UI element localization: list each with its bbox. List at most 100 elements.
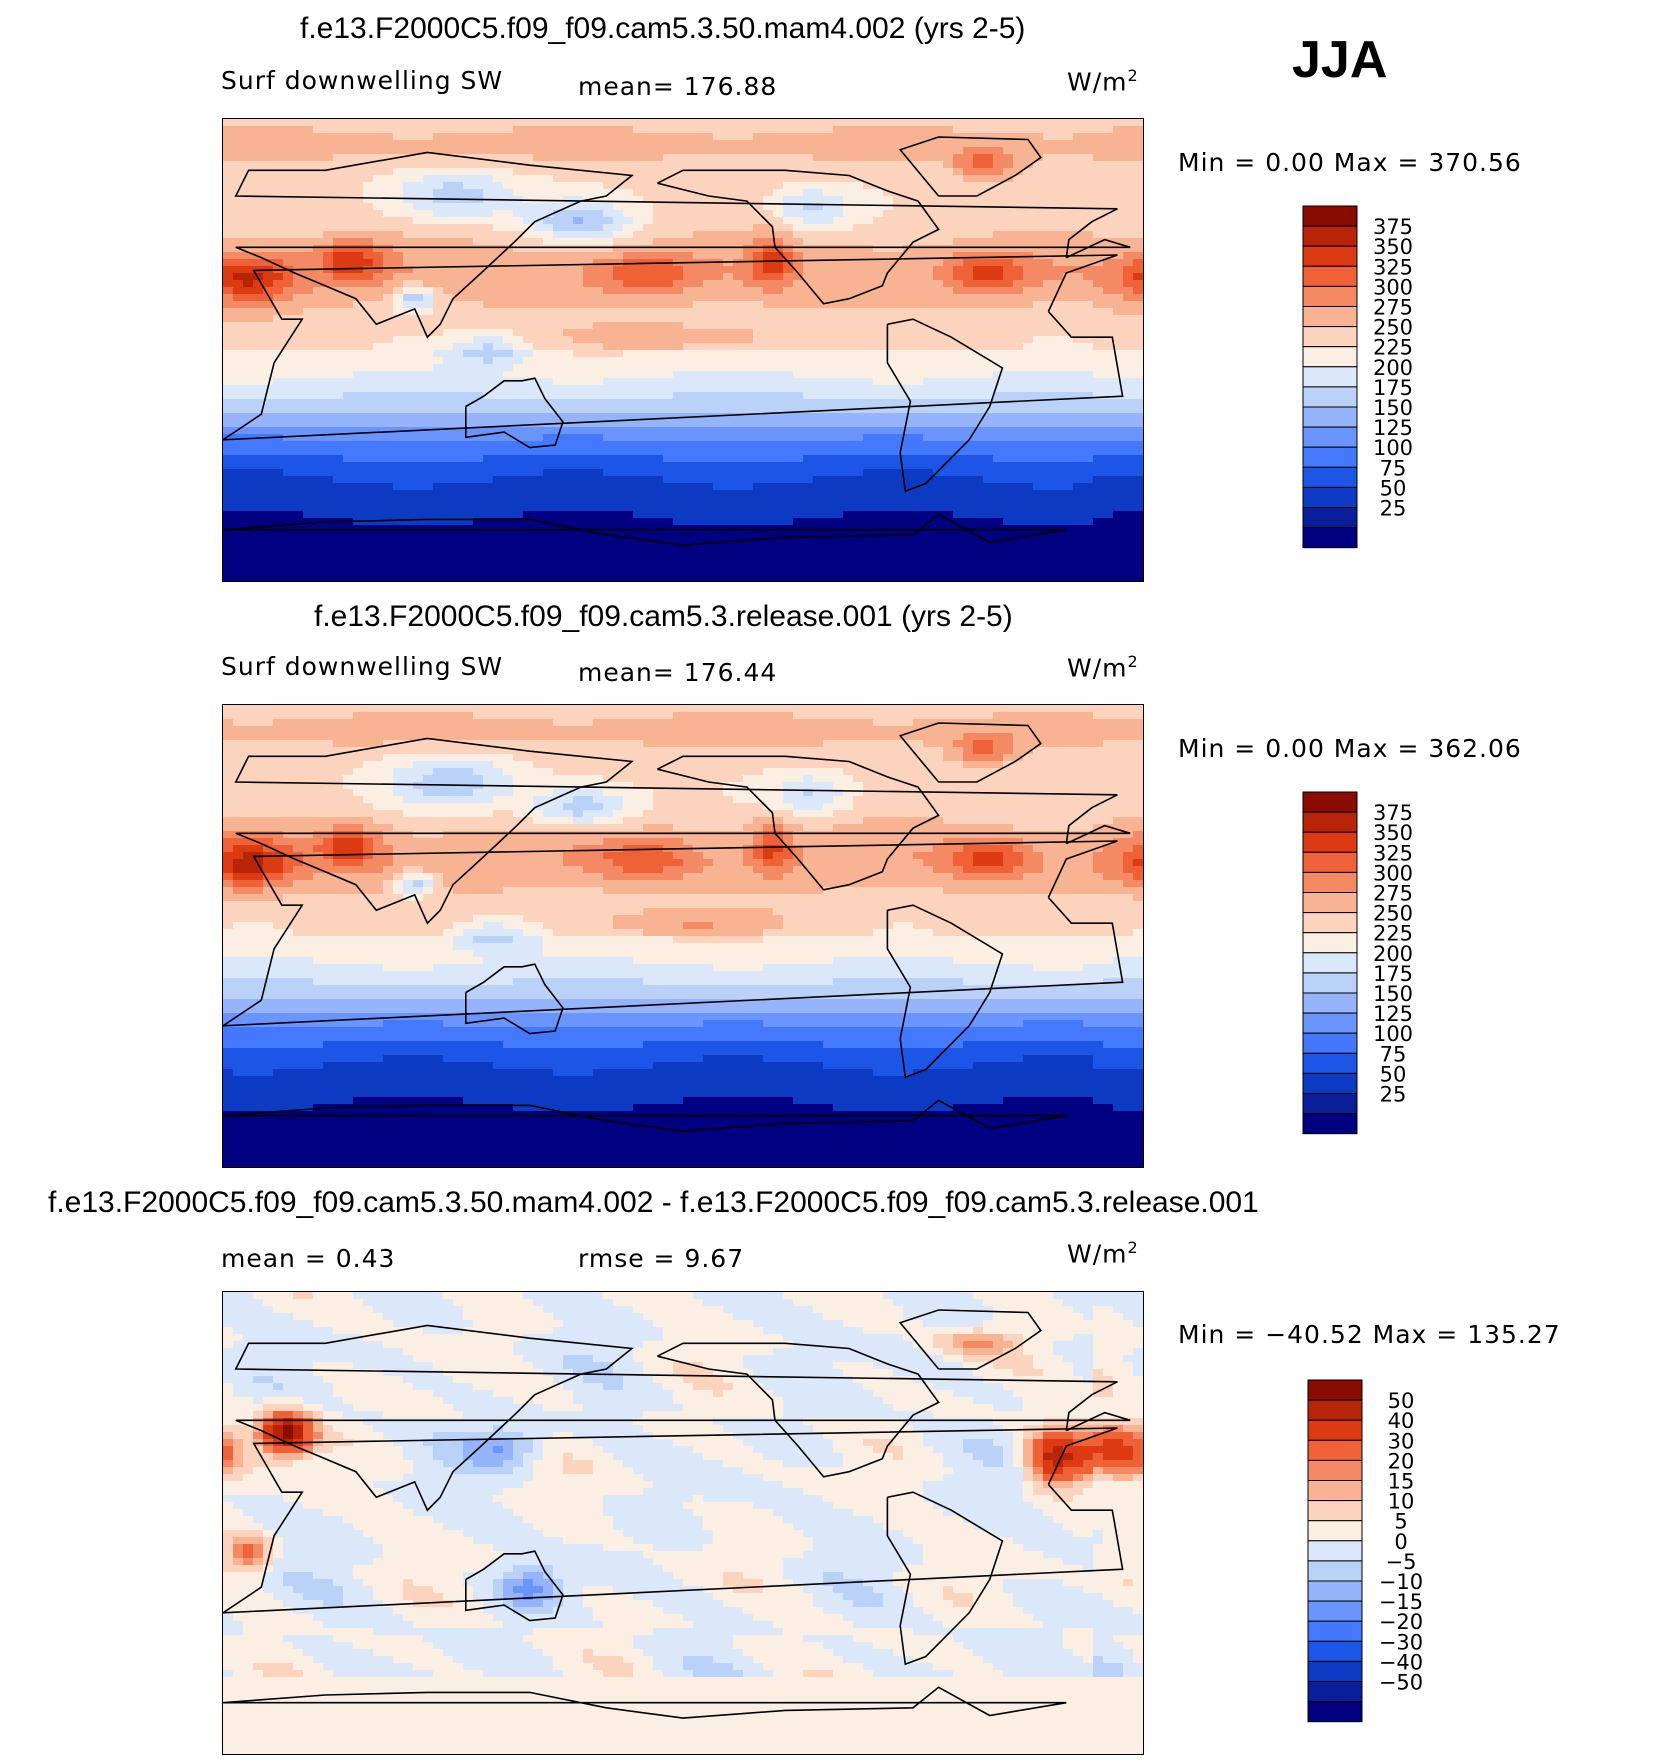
panel-2-colorbar-swatch (1302, 932, 1358, 954)
panel-3-rmse-label: rmse = 9.67 (578, 1244, 745, 1273)
panel-1-colorbar-swatch (1302, 527, 1358, 549)
panel-2-colorbar-swatch (1302, 811, 1358, 833)
panel-1-map (222, 118, 1144, 582)
panel-3-colorbar-swatch (1307, 1660, 1363, 1682)
panel-3-colorbar-tick-label: 10 (1388, 1490, 1415, 1514)
panel-1-colorbar-swatch (1302, 446, 1358, 468)
panel-3-map-field (223, 1292, 1143, 1754)
panel-3-colorbar-swatch (1307, 1520, 1363, 1542)
panel-3-colorbar-tick-label: 30 (1388, 1429, 1415, 1453)
panel-1-colorbar-tick-label: 25 (1380, 497, 1407, 521)
panel-3-map-coastline (234, 1324, 1131, 1512)
panel-3-map-coastline (898, 1309, 1042, 1370)
panel-3-colorbar-tick-label: 40 (1388, 1409, 1415, 1433)
panel-3-colorbar-swatch (1307, 1500, 1363, 1522)
panel-2-colorbar-tick-label: 75 (1380, 1042, 1407, 1066)
panel-2-colorbar-tick-label: 350 (1373, 821, 1413, 845)
panel-2-map-coastline (223, 1099, 1067, 1132)
panel-2-colorbar-swatch (1302, 952, 1358, 974)
panel-1-variable-label: Surf downwelling SW (221, 66, 504, 95)
panel-2-map-coastline (223, 840, 1124, 1027)
panel-2-units: W/m2 (1067, 652, 1139, 682)
panel-1-colorbar-swatch (1302, 205, 1358, 227)
panel-1-map-coastline (898, 136, 1042, 197)
panel-1-units-exp: 2 (1127, 66, 1139, 85)
panel-2-colorbar-tick-label: 200 (1373, 942, 1413, 966)
panel-2-colorbar-tick-label: 175 (1373, 962, 1413, 986)
panel-3-colorbar-tick-label: −20 (1379, 1610, 1423, 1634)
panel-3-colorbar-swatch (1307, 1701, 1363, 1723)
panel-2-colorbar-swatch (1302, 912, 1358, 934)
panel-3-colorbar-swatch (1307, 1419, 1363, 1441)
panel-3-map-coastline (886, 1491, 1004, 1666)
panel-2-colorbar-swatch (1302, 1012, 1358, 1034)
panel-3-colorbar-tick-label: −15 (1379, 1590, 1423, 1614)
panel-1-colorbar-tick-label: 75 (1380, 456, 1407, 480)
panel-2-mean-label: mean= 176.44 (578, 658, 778, 687)
panel-3-colorbar-swatch (1307, 1560, 1363, 1582)
panel-2-colorbar-swatch (1302, 992, 1358, 1014)
panel-1-colorbar-tick-label: 100 (1373, 436, 1413, 460)
panel-2-colorbar-tick-label: 125 (1373, 1002, 1413, 1026)
panel-1-colorbar-tick-label: 275 (1373, 296, 1413, 320)
panel-2-map-coastline (657, 755, 940, 891)
panel-3-map-coastline (223, 1686, 1067, 1719)
panel-3-colorbar-tick-label: 5 (1394, 1510, 1407, 1534)
panel-3-colorbar-swatch (1307, 1600, 1363, 1622)
panel-3-colorbar-tick-label: 0 (1394, 1530, 1407, 1554)
panel-2-map-coastlines (223, 722, 1131, 1132)
panel-1-colorbar-tick-label: 375 (1373, 215, 1413, 239)
panel-1-colorbar-swatch (1302, 245, 1358, 267)
panel-2-colorbar-tick-label: 275 (1373, 882, 1413, 906)
panel-2-colorbar-swatch (1302, 972, 1358, 994)
panel-2-colorbar-tick-label: 375 (1373, 801, 1413, 825)
panel-3-units: W/m2 (1067, 1238, 1139, 1268)
panel-2-colorbar-swatch (1302, 851, 1358, 873)
panel-3-colorbar: 50 40 30 20 15 10 5 0 −5 −10 −15 −20 −30 −40 −50 (1307, 1379, 1468, 1748)
panel-1-colorbar-swatch (1302, 285, 1358, 308)
panel-3-minmax: Min = −40.52 Max = 135.27 (1178, 1320, 1561, 1349)
panel-1-map-coastlines (223, 136, 1131, 546)
panel-1-colorbar-swatch (1302, 426, 1358, 448)
panel-2-colorbar-swatch (1302, 1032, 1358, 1054)
season-label: JJA (1292, 31, 1388, 89)
panel-3-title: f.e13.F2000C5.f09_f09.cam5.3.50.mam4.002… (48, 1186, 1259, 1219)
panel-3-mean-label: mean = 0.43 (221, 1244, 396, 1273)
panel-1-map-coastline (886, 318, 1004, 493)
panel-1-colorbar: 375 350 325 300 275 250 225 200 175 150 125 100 75 50… (1302, 205, 1463, 574)
panel-1-colorbar-swatch (1302, 366, 1358, 388)
panel-3-colorbar-tick-label: 50 (1388, 1389, 1415, 1413)
panel-1-minmax: Min = 0.00 Max = 370.56 (1178, 148, 1522, 177)
panel-1-colorbar-tick-label: 250 (1373, 316, 1413, 340)
panel-3-colorbar-tick-label: −10 (1379, 1570, 1423, 1594)
panel-1-mean-label: mean= 176.88 (578, 72, 778, 101)
panel-1-colorbar-tick-label: 150 (1373, 396, 1413, 420)
panel-2-minmax: Min = 0.00 Max = 362.06 (1178, 734, 1522, 763)
panel-1-colorbar-swatch (1302, 507, 1358, 529)
panel-2-map (222, 704, 1144, 1168)
panel-1-colorbar-swatch (1302, 386, 1358, 408)
panel-2-colorbar-tick-label: 25 (1380, 1083, 1407, 1107)
panel-2-colorbar-swatch (1302, 791, 1358, 813)
panel-1-map-coastline (223, 513, 1067, 546)
panel-1-colorbar-swatch (1302, 225, 1358, 247)
panel-1-map-field (223, 119, 1143, 581)
panel-2-map-coastline (465, 963, 564, 1035)
panel-3-colorbar-swatch (1307, 1439, 1363, 1461)
panel-3-colorbar-tick-label: −40 (1379, 1650, 1423, 1674)
panel-1-colorbar-tick-label: 200 (1373, 356, 1413, 380)
panel-2-colorbar-swatch (1302, 1113, 1358, 1135)
panel-1-colorbar-swatch (1302, 486, 1358, 508)
panel-1-colorbar-tick-label: 325 (1373, 255, 1413, 279)
panel-3-colorbar-swatch (1307, 1620, 1363, 1642)
panel-2-colorbar-tick-label: 100 (1373, 1022, 1413, 1046)
panel-1-colorbar-swatch (1302, 326, 1358, 348)
panel-3-colorbar-tick-label: −30 (1379, 1630, 1423, 1654)
panel-1-colorbar-swatch (1302, 346, 1358, 368)
panel-1-colorbar-tick-label: 350 (1373, 235, 1413, 259)
panel-1-map-coastline (234, 151, 1131, 339)
panel-1-units: W/m2 (1067, 66, 1139, 96)
panel-2-map-coastline (886, 904, 1004, 1079)
panel-1-colorbar-swatch (1302, 265, 1358, 287)
panel-1-colorbar-swatch (1302, 406, 1358, 428)
